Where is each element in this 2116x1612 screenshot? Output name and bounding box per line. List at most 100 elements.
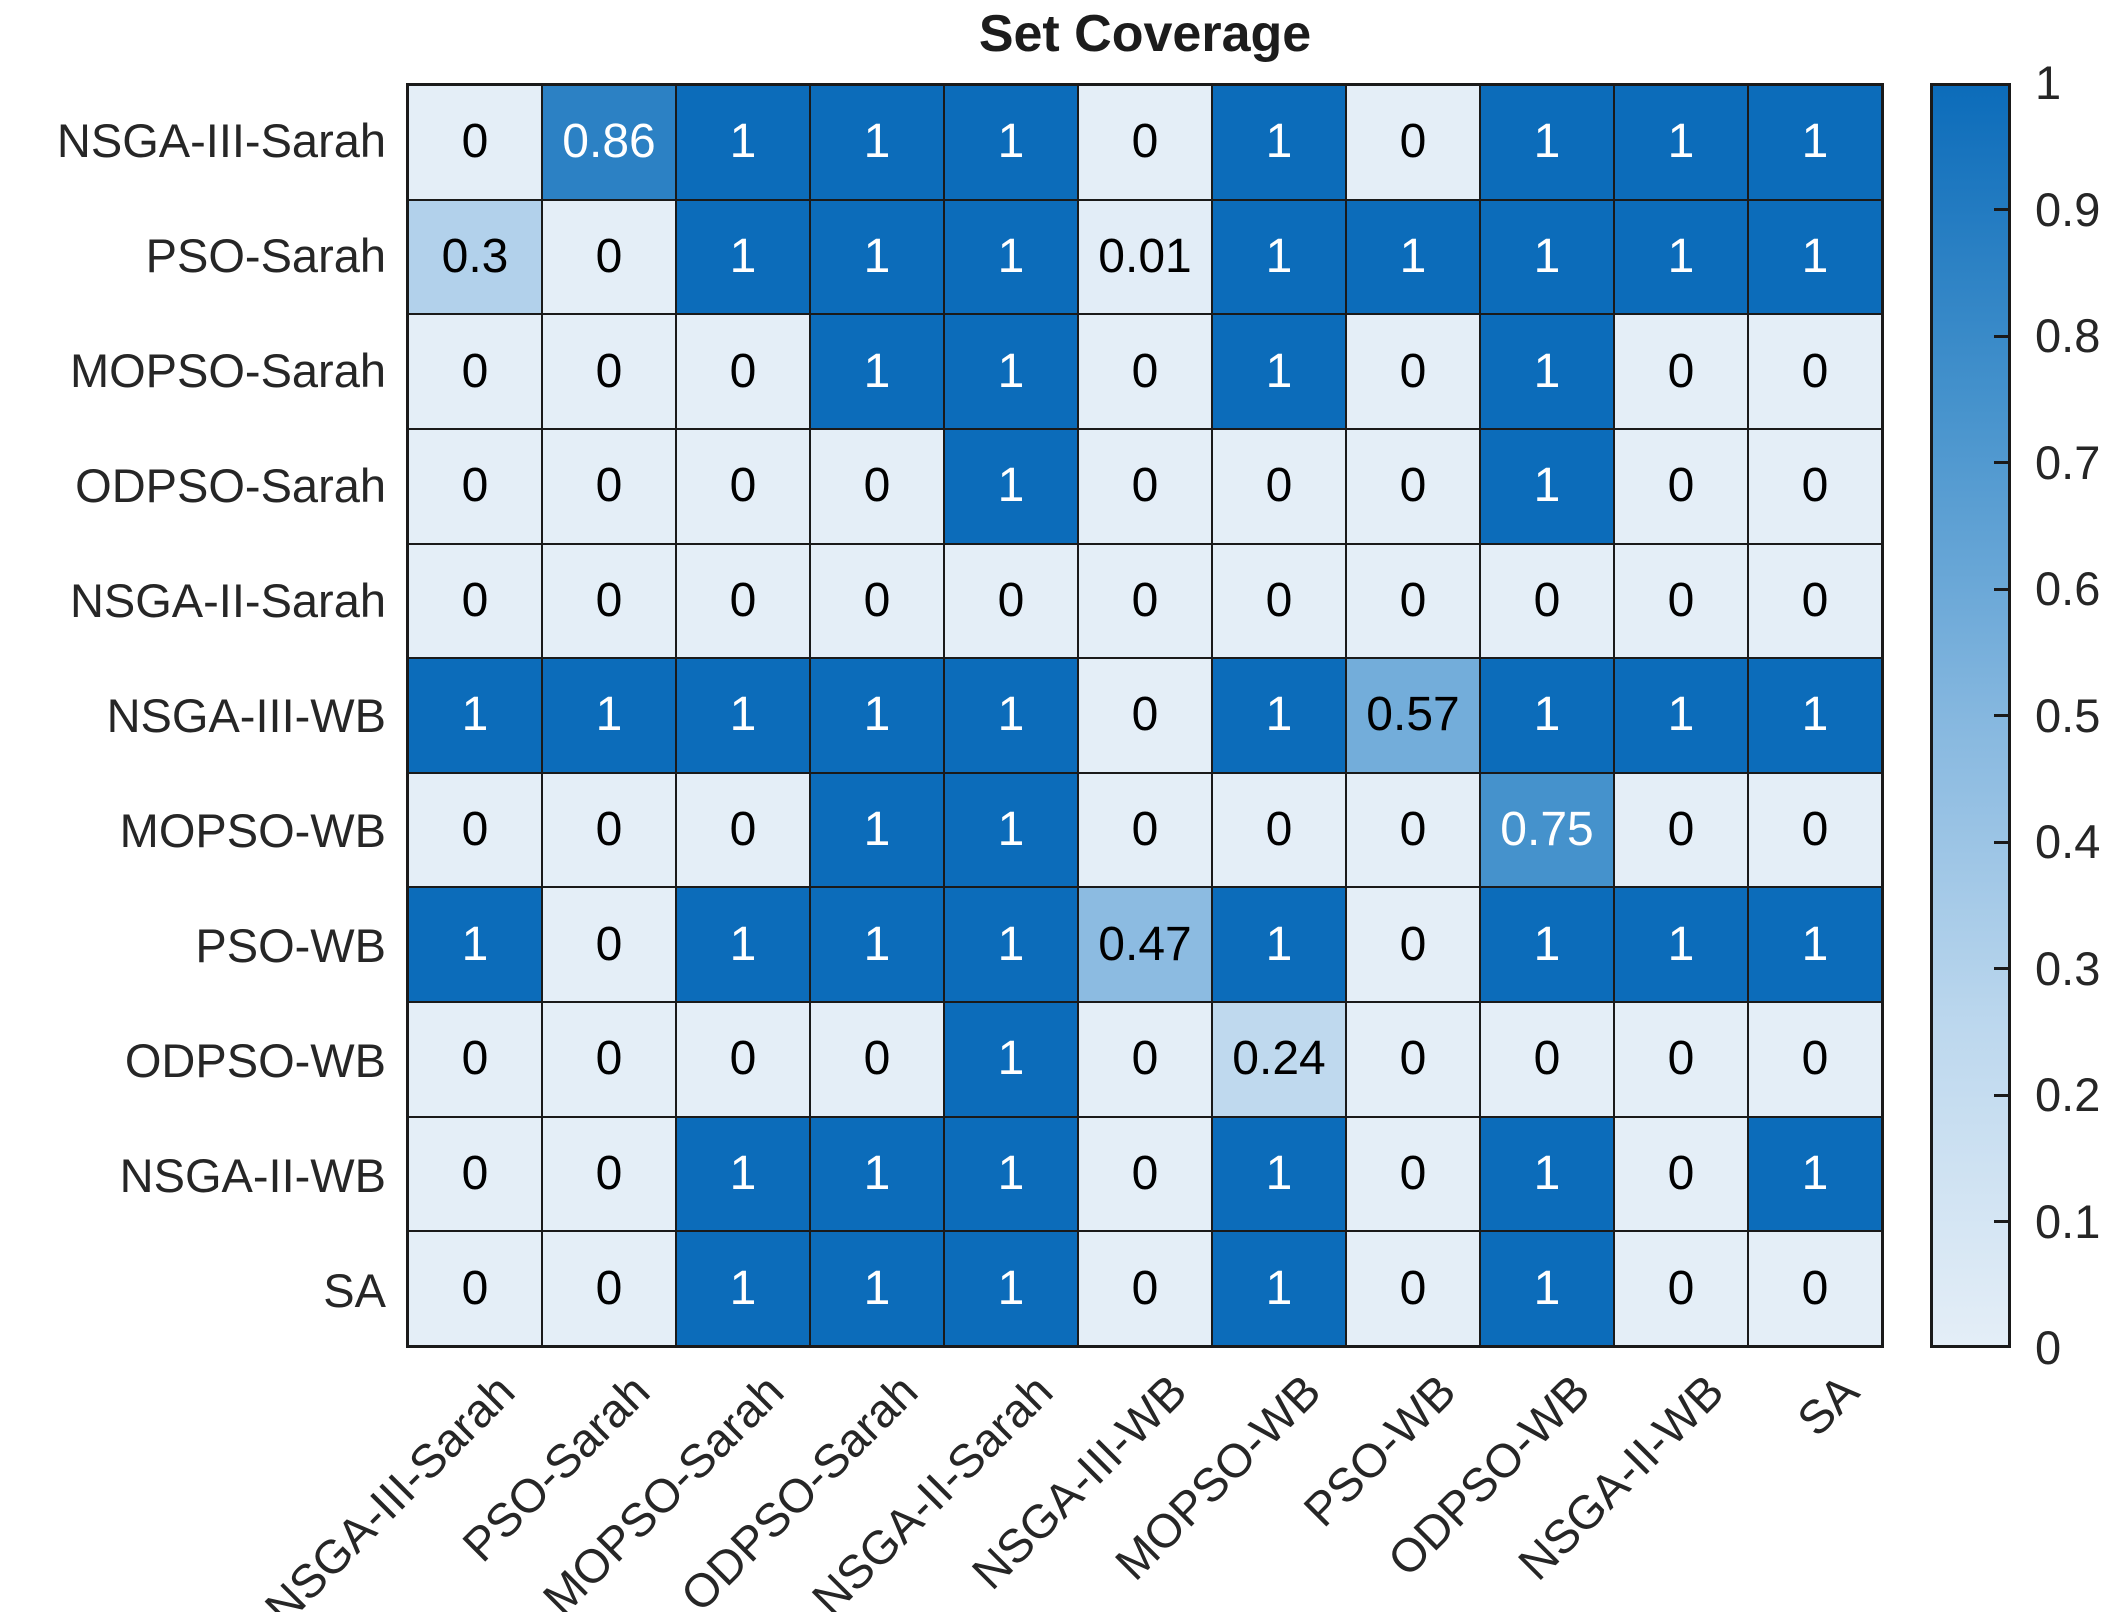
heatmap-cell: 1 <box>945 315 1077 428</box>
heatmap-cell: 1 <box>1213 888 1345 1002</box>
heatmap-cell: 0 <box>543 888 675 1002</box>
heatmap-cell: 0 <box>1213 773 1345 887</box>
colorbar-tick-label: 1 <box>2035 56 2062 109</box>
heatmap-cell: 1 <box>1481 659 1613 772</box>
heatmap-cell: 0 <box>543 1117 675 1231</box>
heatmap-cell: 0 <box>1347 773 1479 887</box>
heatmap-cell: 0.47 <box>1079 888 1211 1002</box>
heatmap-cell: 1 <box>1481 315 1613 428</box>
heatmap-cell: 0 <box>677 1003 809 1116</box>
heatmap-cell: 0 <box>1079 1232 1211 1345</box>
heatmap-cell: 0 <box>1079 1003 1211 1116</box>
heatmap-cell: 1 <box>1749 86 1881 199</box>
colorbar-tick <box>1994 714 2008 717</box>
heatmap-cell: 1 <box>1481 86 1613 199</box>
heatmap-cell: 1 <box>543 659 675 772</box>
heatmap-cell: 0 <box>1079 544 1211 658</box>
heatmap-cell: 0 <box>811 429 943 543</box>
heatmap-cell: 0.86 <box>543 86 675 199</box>
heatmap-cell: 0 <box>677 315 809 428</box>
heatmap-cell: 0 <box>1615 544 1747 658</box>
heatmap-cell: 0 <box>1615 429 1747 543</box>
colorbar-tick <box>1994 208 2008 211</box>
heatmap-cell: 0 <box>409 315 541 428</box>
heatmap-cell: 1 <box>945 1232 1077 1345</box>
heatmap-cell: 0.75 <box>1481 773 1613 887</box>
heatmap-cell: 0 <box>409 429 541 543</box>
heatmap-cell: 0 <box>811 544 943 658</box>
heatmap-cell: 1 <box>677 1232 809 1345</box>
row-label: PSO-WB <box>195 918 386 972</box>
heatmap-cell: 1 <box>1749 1117 1881 1231</box>
heatmap-cell: 1 <box>945 888 1077 1002</box>
heatmap-cell: 1 <box>945 429 1077 543</box>
heatmap-cell: 1 <box>811 315 943 428</box>
heatmap-cell: 0 <box>677 773 809 887</box>
heatmap-cell: 0 <box>1749 1232 1881 1345</box>
heatmap-cell: 0 <box>1749 315 1881 428</box>
row-label: NSGA-II-Sarah <box>69 573 386 627</box>
heatmap-cell: 0 <box>1347 544 1479 658</box>
heatmap-cell: 0 <box>543 773 675 887</box>
colorbar-tick-label: 0.1 <box>2035 1194 2101 1248</box>
heatmap-cell: 1 <box>1749 888 1881 1002</box>
heatmap-cell: 0 <box>1749 544 1881 658</box>
colorbar-tick <box>1994 840 2008 844</box>
heatmap-cell: 1 <box>1213 200 1345 314</box>
heatmap-cell: 1 <box>1615 659 1747 772</box>
row-label: SA <box>323 1263 386 1317</box>
heatmap-cell: 0 <box>1347 1232 1479 1345</box>
heatmap-cell: 0 <box>1347 86 1479 199</box>
heatmap-cell: 0 <box>409 1003 541 1116</box>
heatmap-cell: 1 <box>811 86 943 199</box>
heatmap-cell: 0 <box>1615 1232 1747 1345</box>
heatmap-cell: 1 <box>1213 1232 1345 1345</box>
heatmap-cell: 1 <box>1213 86 1345 199</box>
heatmap-cell: 1 <box>677 1117 809 1231</box>
colorbar-tick <box>1994 1220 2008 1223</box>
heatmap-cell: 0 <box>1079 86 1211 199</box>
colorbar-tick <box>1994 967 2008 970</box>
colorbar-tick <box>1994 1093 2008 1097</box>
row-label: ODPSO-Sarah <box>75 458 386 512</box>
heatmap-cell: 1 <box>409 659 541 772</box>
heatmap-cell: 0 <box>1213 544 1345 658</box>
colorbar-tick-label: 0 <box>2035 1321 2062 1374</box>
heatmap-cell: 1 <box>1481 200 1613 314</box>
heatmap-cell: 0.24 <box>1213 1003 1345 1116</box>
heatmap-cell: 0 <box>409 544 541 658</box>
heatmap-cell: 1 <box>1749 659 1881 772</box>
heatmap-cell: 1 <box>1615 200 1747 314</box>
colorbar-tick <box>1994 334 2008 338</box>
heatmap-cell: 0 <box>1481 1003 1613 1116</box>
heatmap-cell: 1 <box>811 200 943 314</box>
heatmap-cell: 0 <box>409 1117 541 1231</box>
heatmap-cell: 0 <box>543 1003 675 1116</box>
heatmap-cell: 0 <box>1481 544 1613 658</box>
heatmap-cell: 1 <box>1347 200 1479 314</box>
heatmap-cell: 1 <box>1213 315 1345 428</box>
heatmap-cell: 1 <box>945 773 1077 887</box>
heatmap-cell: 1 <box>677 888 809 1002</box>
heatmap-cell: 0 <box>409 773 541 887</box>
colorbar-tick-label: 0.2 <box>2035 1068 2101 1121</box>
row-label: NSGA-III-WB <box>106 688 386 742</box>
row-label: ODPSO-WB <box>124 1033 386 1087</box>
heatmap-cell: 1 <box>677 86 809 199</box>
heatmap-cell: 1 <box>1481 1117 1613 1231</box>
heatmap-cell: 1 <box>945 659 1077 772</box>
heatmap-cell: 0 <box>543 200 675 314</box>
heatmap-cell: 0 <box>1615 773 1747 887</box>
heatmap-cell: 0 <box>1615 1117 1747 1231</box>
colorbar-tick-label: 0.4 <box>2035 815 2101 868</box>
row-label: PSO-Sarah <box>145 228 386 282</box>
row-label: MOPSO-WB <box>119 803 386 857</box>
heatmap-cell: 1 <box>1213 659 1345 772</box>
heatmap-cell: 0.57 <box>1347 659 1479 772</box>
heatmap-cell: 0 <box>1347 1003 1479 1116</box>
heatmap-cell: 1 <box>1481 429 1613 543</box>
heatmap-cell: 0 <box>677 544 809 658</box>
heatmap-cell: 1 <box>811 773 943 887</box>
heatmap-cell: 0 <box>945 544 1077 658</box>
